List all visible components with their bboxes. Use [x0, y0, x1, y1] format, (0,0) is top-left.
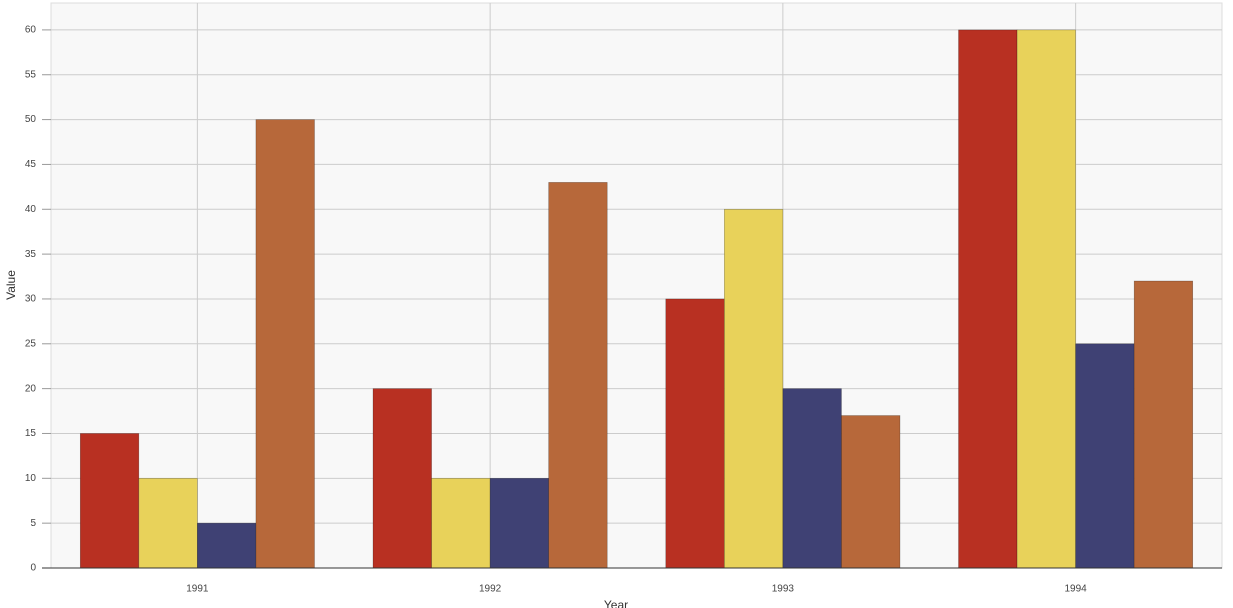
bar: [958, 29, 1018, 569]
bar: [1016, 29, 1076, 569]
y-tick-label: 35: [25, 249, 37, 260]
bar: [138, 478, 198, 569]
x-tick-label: 1992: [479, 584, 502, 595]
x-tick-label: 1993: [772, 584, 795, 595]
y-tick-label: 60: [25, 25, 37, 36]
bar: [79, 433, 140, 569]
y-tick-label: 10: [25, 473, 37, 484]
bar: [665, 298, 725, 569]
bar: [489, 478, 549, 569]
bar: [782, 388, 842, 569]
bar: [1133, 280, 1194, 569]
x-tick-label: 1991: [186, 584, 209, 595]
bar: [548, 182, 608, 569]
y-tick-label: 55: [25, 69, 37, 80]
y-axis-title: Value: [4, 270, 18, 300]
bar: [724, 208, 784, 569]
y-tick-label: 15: [25, 428, 37, 439]
bar: [431, 478, 491, 569]
bar: [841, 415, 901, 569]
y-tick-label: 30: [25, 294, 37, 305]
bar: [1075, 343, 1135, 569]
x-axis-title: Year: [604, 598, 628, 608]
x-tick-label: 1994: [1065, 584, 1088, 595]
bar: [197, 522, 257, 569]
y-tick-label: 25: [25, 338, 37, 349]
bar: [372, 388, 432, 569]
bar: [255, 119, 315, 569]
y-tick-label: 5: [30, 518, 36, 529]
y-tick-label: 20: [25, 383, 37, 394]
y-tick-label: 0: [30, 563, 36, 574]
y-tick-label: 40: [25, 204, 37, 215]
y-tick-label: 45: [25, 159, 37, 170]
y-tick-label: 50: [25, 114, 37, 125]
